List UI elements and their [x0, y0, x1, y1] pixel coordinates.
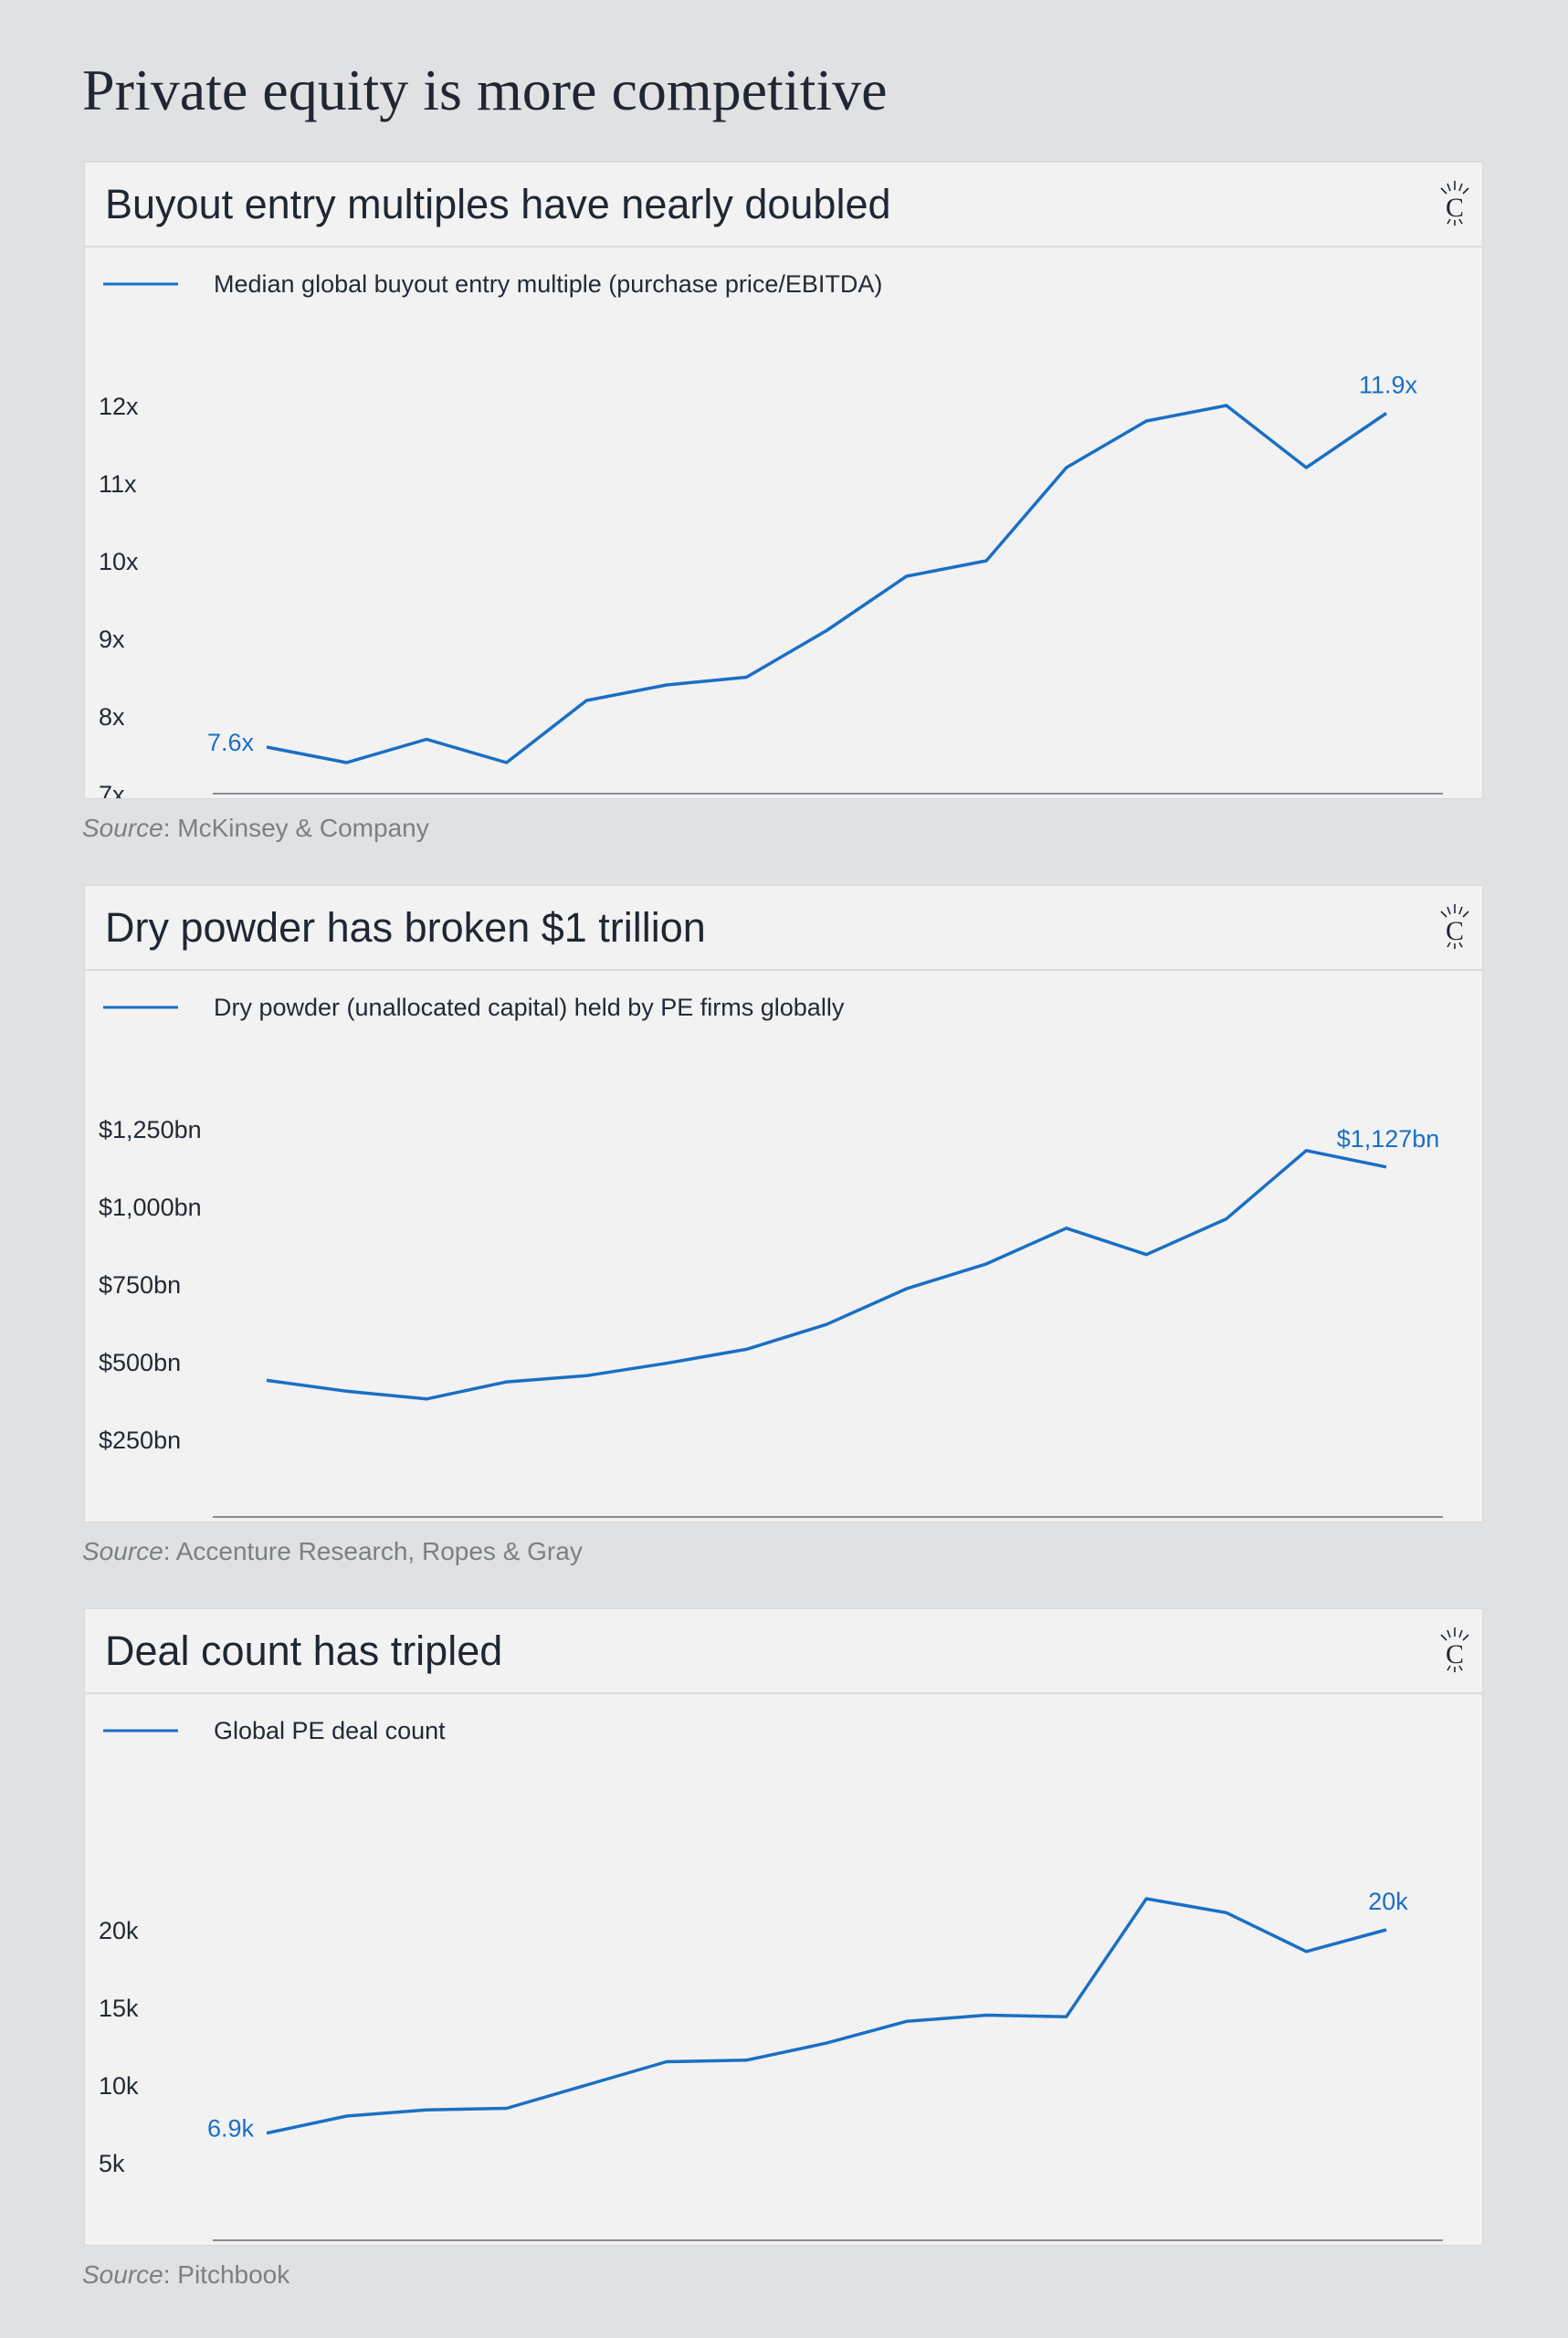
- start-value-label: 6.9k: [207, 2115, 255, 2143]
- source-label: Source: [82, 2260, 163, 2289]
- page-title: Private equity is more competitive: [82, 58, 888, 122]
- y-tick-label: 9x: [99, 626, 125, 653]
- legend-label: Global PE deal count: [214, 1717, 446, 1744]
- source-note: Source: Accenture Research, Ropes & Gray: [82, 1537, 583, 1566]
- chart-panel-entry-multiples: Buyout entry multiples have nearly doubl…: [84, 162, 1483, 799]
- line-chart: Global PE deal count5k10k15k20k201020122…: [99, 1717, 1443, 2241]
- y-tick-label: 20k: [99, 1917, 139, 1944]
- y-tick-label: $750bn: [99, 1271, 181, 1299]
- y-tick-label: 7x: [99, 781, 125, 798]
- series-line: [266, 1897, 1387, 2135]
- panel-header: Dry powder has broken $1 trillion C: [85, 886, 1482, 971]
- y-tick-label: 10k: [99, 2072, 139, 2100]
- source-label: Source: [82, 814, 163, 842]
- chart-panel-deal-count: Deal count has tripled C Global PE deal …: [84, 1608, 1483, 2246]
- end-value-label: 20k: [1368, 1888, 1408, 1915]
- end-value-label: 11.9x: [1359, 372, 1418, 399]
- y-tick-label: 10x: [99, 548, 139, 575]
- source-text: : Pitchbook: [163, 2260, 290, 2289]
- chart-title: Buyout entry multiples have nearly doubl…: [105, 181, 891, 227]
- series-line: [266, 1149, 1387, 1401]
- source-note: Source: McKinsey & Company: [82, 814, 429, 843]
- logo-letter: C: [1446, 916, 1464, 946]
- start-value-label: 7.6x: [207, 729, 255, 756]
- chart-panel-dry-powder: Dry powder has broken $1 trillion C Dry …: [84, 885, 1483, 1522]
- crowned-c-logo-icon: C: [1440, 1627, 1469, 1672]
- y-tick-label: 12x: [99, 393, 139, 420]
- chart-title: Dry powder has broken $1 trillion: [105, 904, 706, 951]
- y-tick-label: 15k: [99, 1995, 139, 2022]
- y-tick-label: 5k: [99, 2150, 125, 2177]
- legend-label: Median global buyout entry multiple (pur…: [214, 270, 882, 298]
- series-line: [266, 404, 1387, 764]
- source-text: : McKinsey & Company: [163, 814, 429, 842]
- panel-header: Buyout entry multiples have nearly doubl…: [85, 163, 1482, 247]
- line-chart: Median global buyout entry multiple (pur…: [99, 270, 1443, 798]
- y-tick-label: $250bn: [99, 1427, 181, 1454]
- line-chart: Dry powder (unallocated capital) held by…: [99, 994, 1443, 1518]
- end-value-label: $1,127bn: [1337, 1125, 1440, 1153]
- source-text: : Accenture Research, Ropes & Gray: [163, 1537, 583, 1565]
- chart-title: Deal count has tripled: [105, 1627, 503, 1674]
- source-note: Source: Pitchbook: [82, 2260, 289, 2290]
- y-tick-label: $500bn: [99, 1349, 181, 1376]
- logo-letter: C: [1446, 193, 1464, 223]
- panel-header: Deal count has tripled C: [85, 1609, 1482, 1694]
- legend-label: Dry powder (unallocated capital) held by…: [214, 994, 845, 1021]
- y-tick-label: 8x: [99, 703, 125, 731]
- y-tick-label: $1,250bn: [99, 1116, 202, 1143]
- crowned-c-logo-icon: C: [1440, 904, 1469, 949]
- y-tick-label: $1,000bn: [99, 1194, 202, 1221]
- logo-letter: C: [1446, 1639, 1464, 1669]
- y-tick-label: 11x: [99, 470, 137, 498]
- crowned-c-logo-icon: C: [1440, 181, 1469, 226]
- source-label: Source: [82, 1537, 163, 1565]
